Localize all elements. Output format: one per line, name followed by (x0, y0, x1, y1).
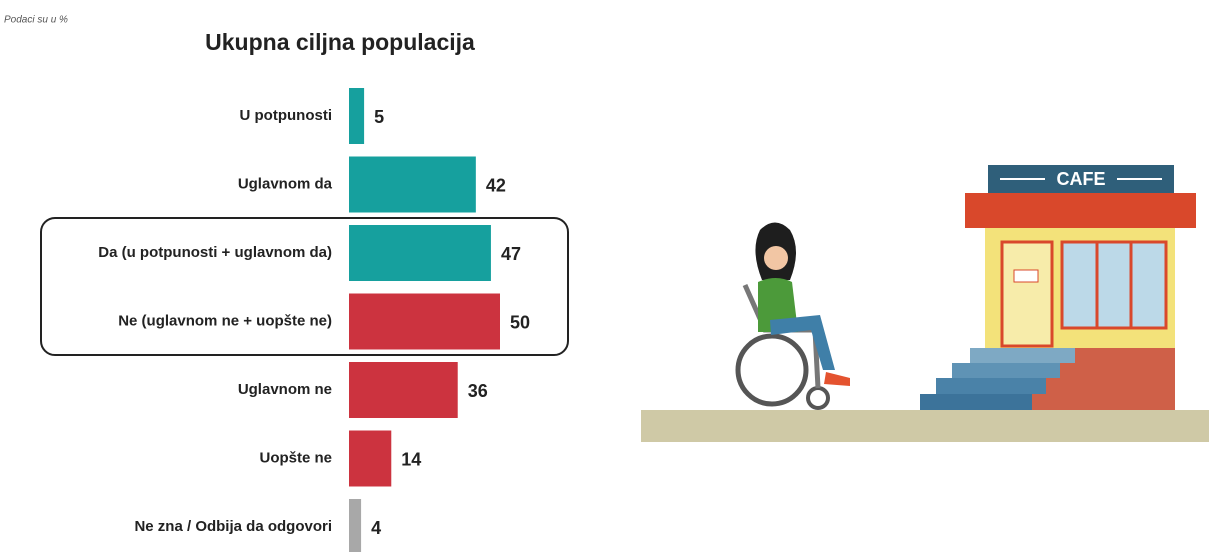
value-label: 5 (374, 107, 384, 127)
category-label: Ne (uglavnom ne + uopšte ne) (118, 312, 332, 329)
shoe (824, 372, 850, 386)
cafe-sign: CAFE (1057, 169, 1106, 189)
ground (641, 410, 1209, 442)
category-label: U potpunosti (240, 107, 332, 124)
bar (349, 499, 362, 552)
door-sign (1013, 269, 1039, 283)
value-label: 42 (486, 175, 506, 195)
category-label: Da (u potpunosti + uglavnom da) (98, 244, 332, 261)
bar (349, 430, 392, 487)
bar (349, 293, 500, 350)
step (970, 348, 1075, 363)
awning (965, 193, 1196, 228)
category-label: Ne zna / Odbija da odgovori (134, 518, 332, 535)
face (764, 246, 788, 270)
value-label: 36 (468, 381, 488, 401)
wheel (735, 333, 809, 407)
jeans (770, 315, 835, 370)
step (936, 378, 1046, 394)
category-label: Uglavnom da (238, 175, 333, 192)
value-label: 14 (401, 449, 421, 469)
bar (349, 156, 476, 213)
category-label: Uopšte ne (259, 449, 332, 466)
note: Podaci su u % (4, 15, 68, 26)
highlight-box (40, 217, 569, 356)
bar (349, 225, 491, 281)
chart-title: Ukupna ciljna populacija (205, 29, 475, 55)
front-wheel (806, 386, 830, 410)
bars: U potpunosti 5 Uglavnom da 42 Da (u potpunos… (98, 88, 530, 552)
value-label: 47 (501, 244, 521, 264)
cafe-window (1060, 240, 1168, 330)
step (920, 394, 1032, 410)
category-label: Uglavnom ne (238, 381, 332, 398)
bar (349, 88, 365, 144)
cafe-door (1000, 240, 1054, 348)
bar (349, 362, 458, 418)
step (952, 363, 1060, 378)
value-label: 4 (371, 518, 381, 538)
value-label: 50 (510, 312, 530, 332)
illustration: CAFE (641, 165, 1209, 442)
